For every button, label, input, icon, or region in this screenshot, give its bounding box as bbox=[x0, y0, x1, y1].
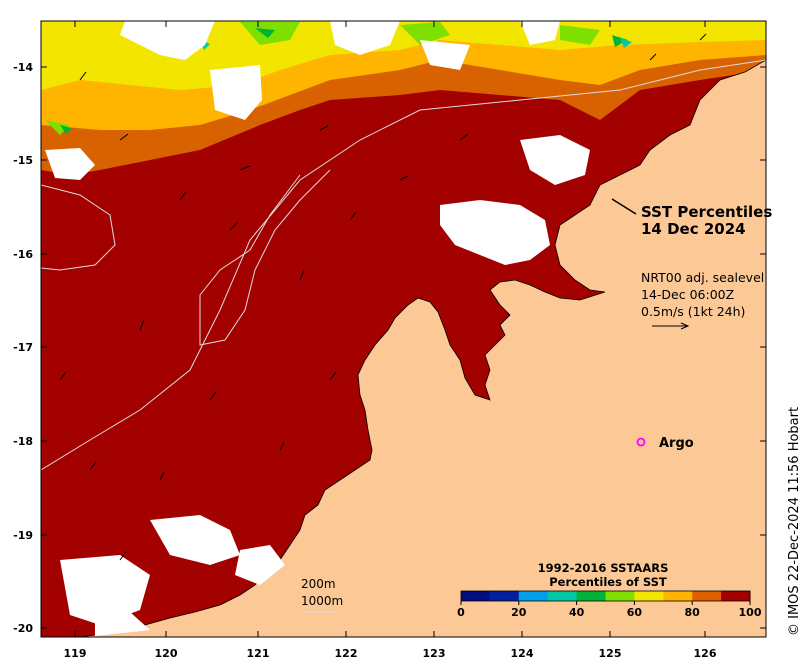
argo-label: Argo bbox=[659, 436, 694, 451]
cloud-patches bbox=[45, 21, 590, 636]
argo-marker bbox=[636, 437, 646, 447]
map-plot-area bbox=[41, 21, 766, 637]
x-tick-label: 124 bbox=[511, 647, 534, 660]
x-tick-label: 123 bbox=[423, 647, 446, 660]
colorbar-tick-labels: 0 20 40 60 80 100 bbox=[457, 601, 762, 619]
axis-ticks bbox=[41, 21, 766, 637]
colorbar-swatch bbox=[692, 591, 722, 601]
map-title-line2: 14 Dec 2024 bbox=[641, 220, 746, 238]
info-line3: 0.5m/s (1kt 24h) bbox=[641, 304, 745, 319]
x-axis-labels: 119 120 121 122 123 124 125 126 bbox=[64, 647, 717, 660]
y-tick-label: -14 bbox=[13, 61, 33, 74]
map-title-line1: SST Percentiles bbox=[641, 203, 772, 221]
colorbar-tick-label: 20 bbox=[511, 606, 527, 619]
colorbar-swatch bbox=[461, 591, 491, 601]
contour-legend-200m: 200m bbox=[301, 577, 336, 591]
x-tick-label: 122 bbox=[335, 647, 358, 660]
colorbar-swatch bbox=[721, 591, 751, 601]
y-axis-labels: -14 -15 -16 -17 -18 -19 -20 bbox=[13, 61, 33, 635]
colorbar-tick-label: 100 bbox=[739, 606, 762, 619]
contour-legend-1000m: 1000m bbox=[301, 594, 343, 608]
x-tick-label: 120 bbox=[155, 647, 178, 660]
colorbar-frame bbox=[460, 590, 751, 602]
y-tick-label: -20 bbox=[13, 622, 33, 635]
x-tick-label: 126 bbox=[694, 647, 717, 660]
y-tick-label: -16 bbox=[13, 248, 33, 261]
contour-200m bbox=[41, 59, 766, 471]
colorbar-swatch bbox=[518, 591, 549, 601]
y-tick-label: -18 bbox=[13, 435, 33, 448]
colorbar-swatch bbox=[663, 591, 693, 601]
info-line1: NRT00 adj. sealevel bbox=[641, 270, 764, 285]
info-line2: 14-Dec 06:00Z bbox=[641, 287, 734, 302]
x-tick-label: 121 bbox=[247, 647, 270, 660]
colorbar bbox=[460, 590, 751, 602]
current-vectors bbox=[59, 33, 707, 561]
colorbar-swatch bbox=[576, 591, 606, 601]
colorbar-tick-label: 40 bbox=[569, 606, 585, 619]
colorbar-title1: 1992-2016 SSTAARS bbox=[538, 561, 669, 575]
contour-1000m bbox=[41, 169, 331, 346]
y-tick-label: -17 bbox=[13, 341, 33, 354]
colorbar-swatch bbox=[547, 591, 578, 601]
y-tick-label: -15 bbox=[13, 154, 33, 167]
colorbar-swatch bbox=[489, 591, 520, 601]
colorbar-swatch bbox=[605, 591, 635, 601]
colorbar-swatch bbox=[634, 591, 664, 601]
title-pointer-line bbox=[611, 198, 637, 215]
colorbar-tick-label: 0 bbox=[457, 606, 465, 619]
imos-credit: © IMOS 22-Dec-2024 11:56 Hobart bbox=[787, 407, 802, 636]
y-tick-label: -19 bbox=[13, 529, 33, 542]
scale-arrow bbox=[652, 322, 690, 330]
x-tick-label: 125 bbox=[599, 647, 622, 660]
colorbar-tick-label: 80 bbox=[685, 606, 701, 619]
colorbar-tick-label: 60 bbox=[627, 606, 643, 619]
plot-frame bbox=[40, 20, 767, 638]
colorbar-title2: Percentiles of SST bbox=[549, 575, 667, 589]
x-tick-label: 119 bbox=[64, 647, 87, 660]
